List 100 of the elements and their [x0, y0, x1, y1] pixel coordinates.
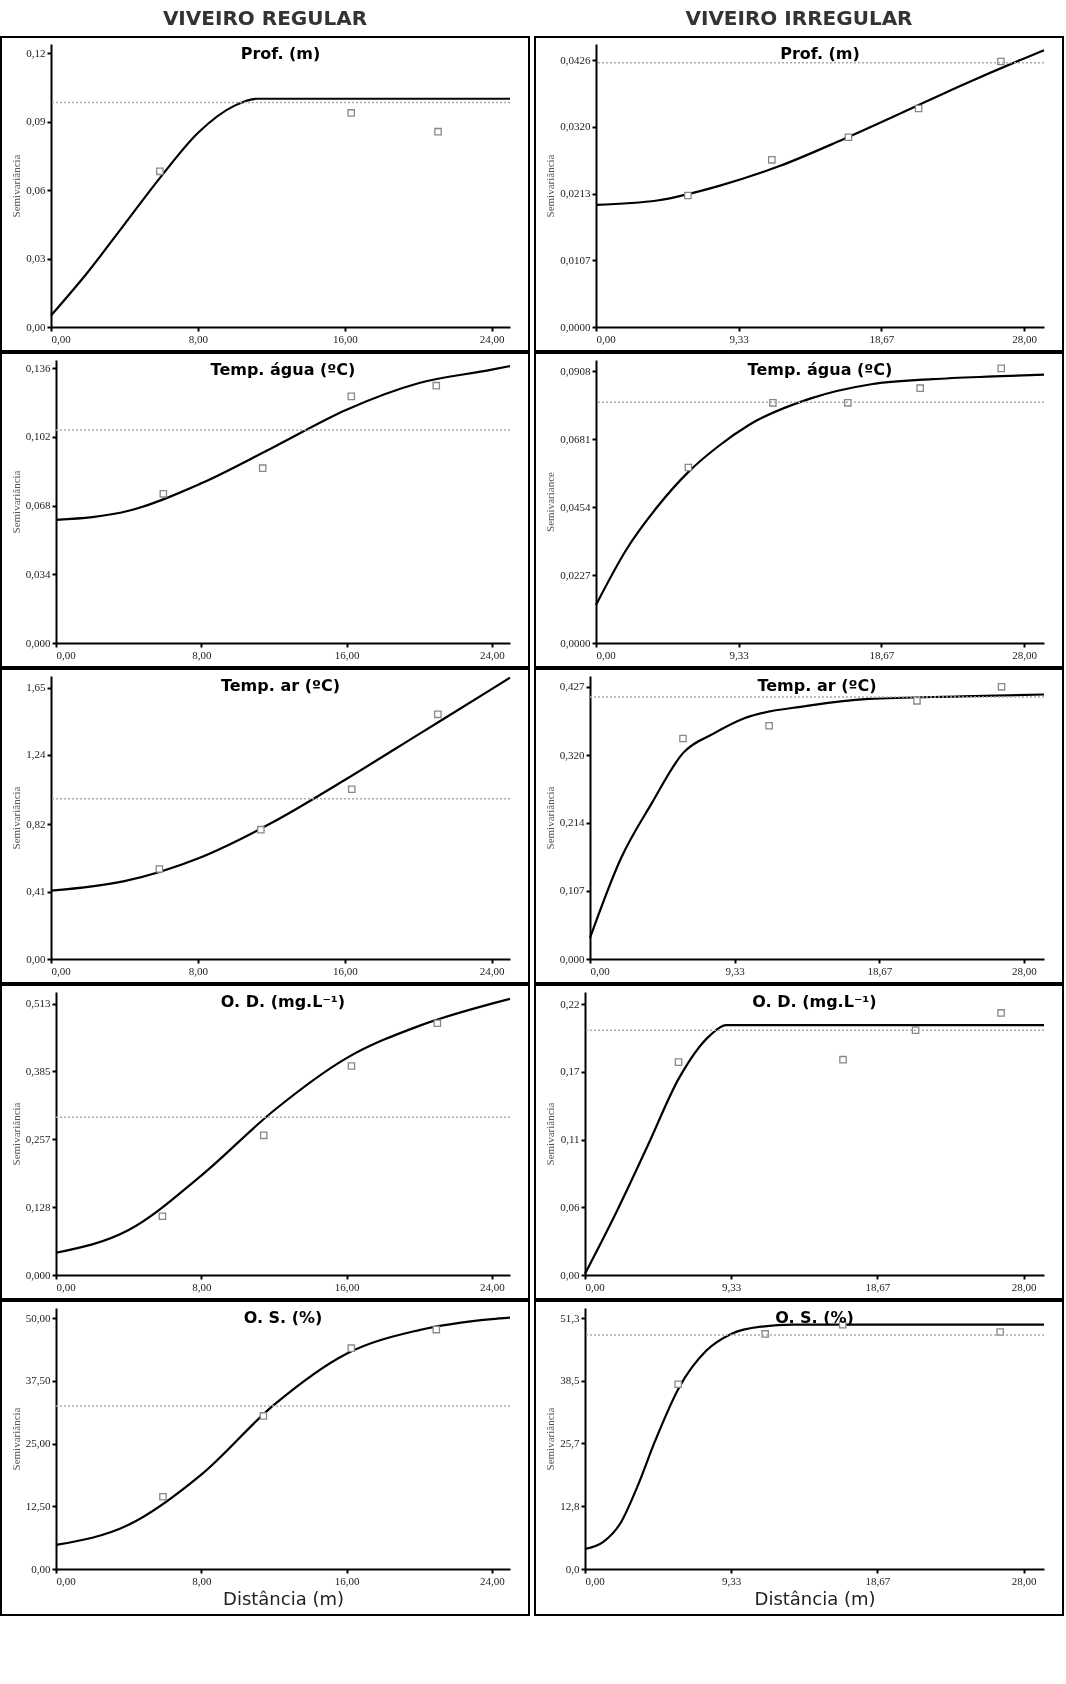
y-tick-label: 0,214	[559, 816, 585, 829]
y-axis-title: Semivariance	[544, 471, 557, 532]
y-tick-label: 0,00	[560, 1268, 580, 1281]
x-tick-label: 8,00	[192, 1574, 212, 1587]
x-tick-label: 28,00	[1012, 648, 1038, 661]
y-tick-label: 0,034	[25, 567, 51, 580]
x-tick-label: 24,00	[479, 648, 506, 661]
y-axis-title: Semivariância	[9, 1407, 22, 1471]
y-tick-label: 0,0454	[560, 500, 591, 513]
y-axis-title: Semivariância	[544, 1102, 557, 1166]
y-tick-label: 0,0426	[560, 53, 591, 66]
chart-title: O. D. (mg.L⁻¹)	[752, 992, 877, 1011]
chart-title: Temp. água (ºC)	[210, 360, 356, 379]
x-tick-label: 16,00	[332, 332, 359, 345]
x-tick-label: 8,00	[188, 332, 209, 345]
x-tick-label: 8,00	[188, 964, 209, 977]
y-tick-label: 0,0	[565, 1562, 580, 1575]
y-tick-label: 0,000	[25, 636, 51, 649]
y-tick-label: 0,136	[25, 361, 51, 374]
y-tick-label: 0,11	[560, 1133, 580, 1146]
y-tick-label: 0,257	[25, 1132, 51, 1145]
y-axis-title: Semivariância	[9, 1102, 22, 1166]
y-tick-label: 0,06	[560, 1200, 580, 1213]
y-tick-label: 0,000	[25, 1268, 51, 1281]
y-tick-label: 0,0681	[560, 432, 591, 445]
x-tick-label: 16,00	[334, 648, 360, 661]
y-tick-label: 0,128	[25, 1200, 51, 1213]
y-tick-label: 0,320	[559, 748, 585, 761]
x-tick-label: 16,00	[334, 1280, 360, 1293]
y-tick-label: 0,00	[31, 1562, 51, 1575]
y-tick-label: 25,00	[25, 1437, 51, 1450]
y-tick-label: 0,06	[26, 183, 46, 196]
x-tick-label: 16,00	[332, 964, 359, 977]
y-tick-label: 50,00	[25, 1311, 51, 1324]
y-tick-label: 0,0227	[560, 568, 591, 581]
x-tick-label: 18,67	[869, 332, 895, 345]
x-tick-label: 9,33	[729, 648, 750, 661]
x-tick-label: 0,00	[596, 332, 617, 345]
y-tick-label: 51,3	[560, 1311, 580, 1324]
y-tick-label: 0,17	[560, 1065, 580, 1078]
y-tick-label: 0,0000	[560, 636, 591, 649]
chart-title: O. S. (%)	[243, 1308, 323, 1327]
y-axis-title: Semivariância	[544, 154, 557, 218]
chart-subtitle: VIVEIRO IRREGULAR	[684, 5, 914, 32]
y-tick-label: 12,8	[560, 1499, 580, 1512]
chart-title: O. D. (mg.L⁻¹)	[220, 992, 346, 1011]
x-tick-label: 28,00	[1012, 332, 1038, 345]
chart-title: Temp. ar (ºC)	[757, 676, 877, 695]
x-tick-label: 0,00	[51, 332, 72, 345]
y-tick-label: 0,107	[559, 884, 585, 897]
x-axis-title: Distância (m)	[223, 1587, 344, 1609]
y-tick-label: 0,513	[25, 997, 51, 1010]
x-tick-label: 24,00	[479, 1280, 506, 1293]
y-tick-label: 0,00	[26, 320, 46, 333]
y-axis-title: Semivariância	[543, 786, 556, 850]
chart-subtitle: VIVEIRO REGULAR	[161, 5, 369, 32]
x-tick-label: 28,00	[1011, 1574, 1038, 1587]
x-tick-label: 8,00	[192, 648, 212, 661]
y-axis-title: Semivariância	[9, 470, 22, 534]
y-tick-label: 1,65	[26, 681, 46, 694]
y-tick-label: 0,0107	[560, 253, 591, 266]
x-tick-label: 28,00	[1011, 1280, 1038, 1293]
y-tick-label: 0,0000	[560, 320, 591, 333]
x-tick-label: 28,00	[1011, 964, 1038, 977]
y-tick-label: 0,09	[26, 115, 46, 128]
x-tick-label: 9,33	[722, 1574, 742, 1587]
y-axis-title: Semivariância	[10, 154, 23, 218]
y-axis-title: Semivariância	[10, 786, 23, 850]
x-tick-label: 9,33	[725, 964, 746, 977]
x-tick-label: 0,00	[590, 964, 611, 977]
x-tick-label: 0,00	[56, 1574, 77, 1587]
x-tick-label: 0,00	[585, 1280, 606, 1293]
x-tick-label: 0,00	[51, 964, 72, 977]
y-tick-label: 0,0213	[560, 187, 591, 200]
y-tick-label: 1,24	[26, 748, 46, 761]
x-tick-label: 9,33	[729, 332, 750, 345]
x-tick-label: 18,67	[867, 964, 893, 977]
y-tick-label: 0,068	[25, 499, 51, 512]
x-tick-label: 18,67	[865, 1280, 891, 1293]
y-tick-label: 0,41	[26, 885, 46, 898]
y-axis-title: Semivariância	[544, 1407, 557, 1471]
y-tick-label: 12,50	[25, 1499, 51, 1512]
y-tick-label: 0,03	[26, 252, 46, 265]
chart-title: O. S. (%)	[775, 1308, 854, 1327]
y-tick-label: 0,22	[560, 997, 580, 1010]
x-tick-label: 24,00	[479, 1574, 506, 1587]
x-axis-title: Distância (m)	[754, 1587, 876, 1609]
chart-title: Temp. ar (ºC)	[220, 676, 341, 695]
y-tick-label: 0,427	[559, 680, 585, 693]
y-tick-label: 0,12	[26, 46, 46, 59]
y-tick-label: 0,00	[26, 952, 46, 965]
y-tick-label: 0,82	[26, 817, 46, 830]
x-tick-label: 18,67	[869, 648, 895, 661]
chart-title: Prof. (m)	[780, 44, 860, 63]
x-tick-label: 0,00	[56, 1280, 77, 1293]
chart-title: Temp. água (ºC)	[747, 360, 893, 379]
x-tick-label: 9,33	[722, 1280, 742, 1293]
x-tick-label: 0,00	[596, 648, 617, 661]
y-tick-label: 0,0908	[560, 364, 591, 377]
y-tick-label: 0,0320	[560, 120, 591, 133]
